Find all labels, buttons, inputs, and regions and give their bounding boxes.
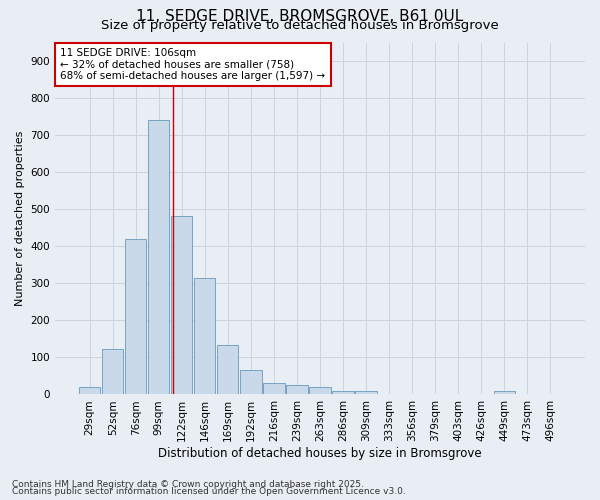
Text: Contains HM Land Registry data © Crown copyright and database right 2025.: Contains HM Land Registry data © Crown c…: [12, 480, 364, 489]
Text: Contains public sector information licensed under the Open Government Licence v3: Contains public sector information licen…: [12, 487, 406, 496]
Bar: [148, 120, 169, 394]
Bar: [263, 384, 284, 394]
Bar: [125, 239, 146, 394]
Bar: [102, 350, 124, 395]
Bar: [217, 345, 238, 395]
Bar: [355, 392, 377, 394]
Bar: [171, 216, 193, 394]
Bar: [332, 391, 353, 394]
Text: Size of property relative to detached houses in Bromsgrove: Size of property relative to detached ho…: [101, 19, 499, 32]
Bar: [79, 387, 100, 394]
Bar: [310, 387, 331, 394]
Text: 11, SEDGE DRIVE, BROMSGROVE, B61 0UL: 11, SEDGE DRIVE, BROMSGROVE, B61 0UL: [136, 9, 464, 24]
Bar: [194, 278, 215, 394]
X-axis label: Distribution of detached houses by size in Bromsgrove: Distribution of detached houses by size …: [158, 447, 482, 460]
Bar: [494, 392, 515, 394]
Text: 11 SEDGE DRIVE: 106sqm
← 32% of detached houses are smaller (758)
68% of semi-de: 11 SEDGE DRIVE: 106sqm ← 32% of detached…: [61, 48, 325, 81]
Bar: [241, 370, 262, 394]
Y-axis label: Number of detached properties: Number of detached properties: [15, 131, 25, 306]
Bar: [286, 385, 308, 394]
